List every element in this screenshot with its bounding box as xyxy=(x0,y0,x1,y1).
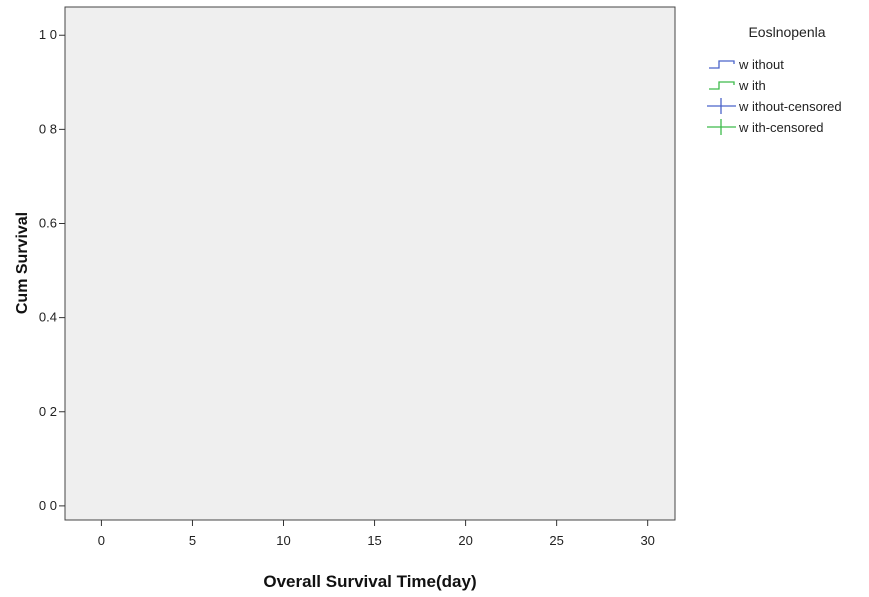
x-tick-label: 10 xyxy=(276,533,290,548)
x-tick-label: 0 xyxy=(98,533,105,548)
y-tick-label: 0.6 xyxy=(39,215,57,230)
legend-entry: w ithout xyxy=(709,57,784,72)
legend-entry: w ith xyxy=(709,78,766,93)
y-axis: 0 0 0 2 0.4 0.6 0 8 1 0 xyxy=(39,27,65,513)
legend-label: w ith xyxy=(738,78,766,93)
x-tick-label: 15 xyxy=(367,533,381,548)
legend-label: w ithout xyxy=(738,57,784,72)
x-tick-label: 20 xyxy=(458,533,472,548)
legend-label: w ith-censored xyxy=(738,120,824,135)
legend: Eoslnopenla w ithout w ith w ithout-censor… xyxy=(707,24,842,135)
y-tick-label: 1 0 xyxy=(39,27,57,42)
x-tick-label: 25 xyxy=(549,533,563,548)
legend-title: Eoslnopenla xyxy=(748,24,825,40)
legend-entry: w ithout-censored xyxy=(707,98,842,114)
legend-step-icon xyxy=(709,81,735,90)
x-tick-label: 30 xyxy=(640,533,654,548)
y-tick-label: 0 2 xyxy=(39,404,57,419)
legend-step-icon xyxy=(709,60,735,69)
legend-entry: w ith-censored xyxy=(707,119,824,135)
y-axis-title: Cum Survival xyxy=(14,212,31,314)
plot-area xyxy=(64,6,676,521)
y-tick-label: 0 8 xyxy=(39,121,57,136)
y-tick-label: 0 0 xyxy=(39,498,57,513)
x-tick-label: 5 xyxy=(189,533,196,548)
x-axis-title: Overall Survival Time(day) xyxy=(263,572,476,591)
x-axis: 0 5 10 15 20 25 30 xyxy=(98,520,655,548)
legend-label: w ithout-censored xyxy=(738,99,842,114)
y-tick-label: 0.4 xyxy=(39,310,57,325)
